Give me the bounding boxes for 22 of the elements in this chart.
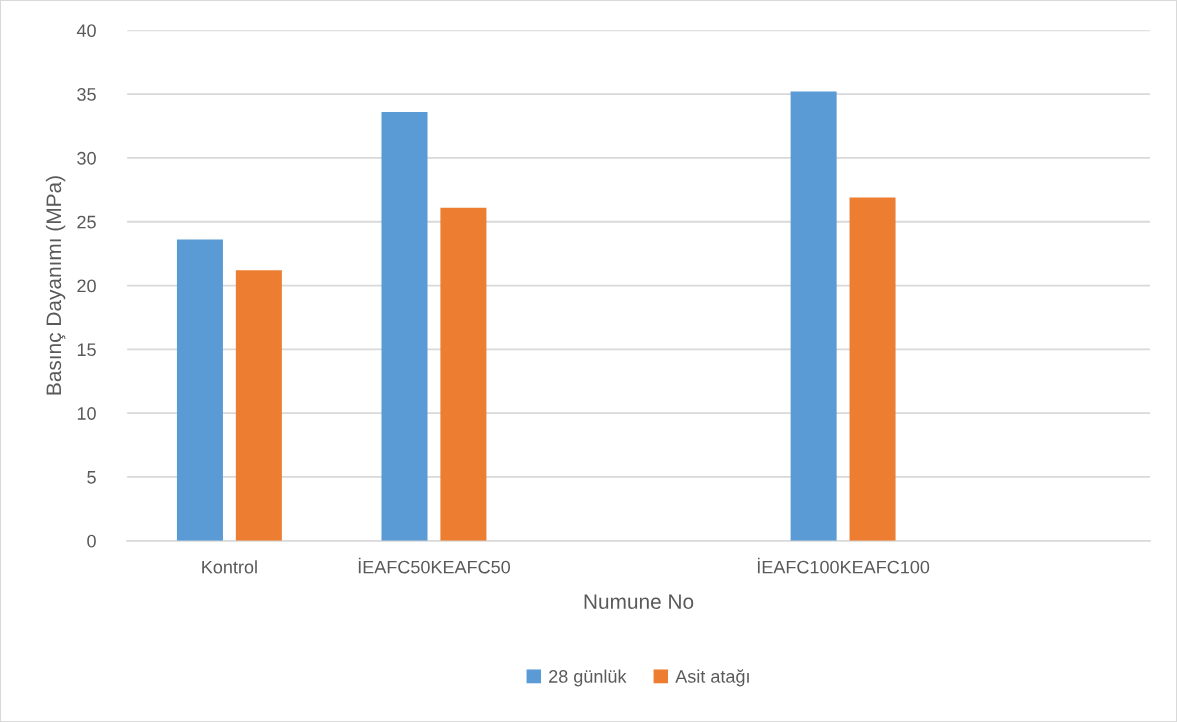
bar [235,270,282,541]
y-tick-label: 30 [77,151,96,165]
y-tick-label: 25 [77,215,96,229]
bar [176,239,223,541]
y-tick-label: 40 [76,24,96,38]
bar [849,197,896,541]
bar [440,207,487,541]
y-tick-label: 20 [77,279,96,293]
x-tick-label: İEAFC50KEAFC50 [358,557,511,574]
legend-label: 28 günlük [549,669,627,687]
y-tick-label: 0 [87,534,96,548]
y-tick-label: 5 [87,471,96,484]
y-axis-title: Basınç Dayanımı (MPa) [45,176,66,395]
x-tick-label: İEAFC100KEAFC100 [757,557,930,574]
bar [790,91,837,541]
y-tick-label: 15 [77,343,96,357]
x-axis-title: Numune No [584,594,694,610]
x-tick-label: Kontrol [202,560,257,574]
bar [381,112,428,541]
y-tick-label: 10 [77,407,96,420]
y-tick-label: 35 [77,88,96,101]
legend-label: Asit atağı [675,669,749,687]
